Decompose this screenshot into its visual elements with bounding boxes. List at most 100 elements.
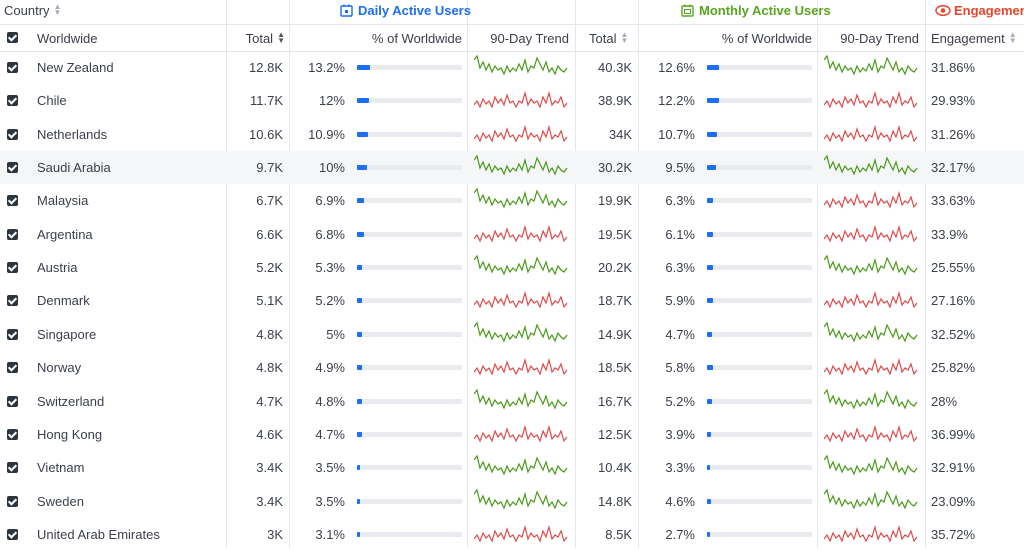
dau-trend-sparkline: [474, 321, 568, 343]
engagement-value: 25.82%: [931, 360, 976, 375]
mau-total-sort-header[interactable]: Total ▲ ▼: [589, 25, 628, 51]
mau-pct-bar: [707, 399, 812, 404]
row-checkbox[interactable]: [7, 462, 18, 473]
table-row[interactable]: Austria 5.2K 5.3% 20.2K 6.3% 25.55%: [0, 251, 1024, 284]
total-label: Total: [245, 30, 274, 46]
table-row[interactable]: Switzerland 4.7K 4.8% 16.7K 5.2% 28%: [0, 385, 1024, 418]
row-checkbox[interactable]: [7, 195, 18, 206]
engagement-value: 29.93%: [931, 93, 976, 108]
dau-pct-bar-fill: [357, 298, 362, 303]
engagement-value: 31.86%: [931, 60, 976, 75]
table-row[interactable]: Denmark 5.1K 5.2% 18.7K 5.9% 27.16%: [0, 284, 1024, 317]
divider: [575, 0, 576, 548]
monthly-active-users-group: Monthly Active Users: [681, 0, 831, 20]
mau-pct-bar-fill: [707, 499, 711, 504]
mau-pct-bar: [707, 132, 812, 137]
divider: [817, 0, 818, 548]
country-name: Norway: [37, 360, 82, 375]
dau-total-sort-header[interactable]: Total ▲ ▼: [226, 25, 285, 51]
mau-total: 20.2K: [598, 260, 632, 275]
dau-pct-bar: [357, 98, 462, 103]
engagement-value: 32.52%: [931, 327, 976, 342]
table-row[interactable]: New Zealand 12.8K 13.2% 40.3K 12.6% 31.8…: [0, 51, 1024, 84]
table-row[interactable]: Singapore 4.8K 5% 14.9K 4.7% 32.52%: [0, 318, 1024, 351]
mau-pct: 10.7%: [658, 127, 695, 142]
mau-pct-bar: [707, 265, 812, 270]
row-checkbox[interactable]: [7, 129, 18, 140]
dau-trend-sparkline: [474, 488, 568, 510]
table-row[interactable]: Chile 11.7K 12% 38.9K 12.2% 29.93%: [0, 84, 1024, 117]
dau-total: 3K: [267, 527, 283, 542]
mau-trend-sparkline: [824, 124, 918, 143]
mau-pct-bar: [707, 465, 812, 470]
row-checkbox[interactable]: [7, 262, 18, 273]
row-checkbox[interactable]: [7, 396, 18, 407]
table-row[interactable]: Sweden 3.4K 3.5% 14.8K 4.6% 23.09%: [0, 485, 1024, 518]
engagement-sort-header[interactable]: Engagement ▲ ▼: [931, 25, 1017, 51]
mau-trend-sparkline: [824, 357, 918, 376]
dau-pct-bar: [357, 332, 462, 337]
table-row[interactable]: Vietnam 3.4K 3.5% 10.4K 3.3% 32.91%: [0, 451, 1024, 484]
mau-pct-bar: [707, 432, 812, 437]
mau-trend-sparkline: [824, 254, 918, 276]
table-row[interactable]: Norway 4.8K 4.9% 18.5K 5.8% 25.82%: [0, 351, 1024, 384]
dau-pct-bar-fill: [357, 532, 360, 537]
row-checkbox[interactable]: [7, 362, 18, 373]
engagement-value: 36.99%: [931, 427, 976, 442]
engagement-value: 33.9%: [931, 227, 968, 242]
mau-total: 14.9K: [598, 327, 632, 342]
mau-pct: 4.6%: [665, 494, 695, 509]
dau-trend-sparkline: [474, 187, 568, 209]
dau-pct-bar: [357, 65, 462, 70]
dau-total: 5.2K: [256, 260, 283, 275]
divider: [289, 0, 290, 548]
dau-pct-bar-fill: [357, 265, 362, 270]
dau-pct-bar-fill: [357, 465, 360, 470]
table-row[interactable]: United Arab Emirates 3K 3.1% 8.5K 2.7% 3…: [0, 518, 1024, 551]
dau-pct-bar-fill: [357, 432, 362, 437]
dau-total: 4.8K: [256, 327, 283, 342]
row-checkbox[interactable]: [7, 529, 18, 540]
row-checkbox[interactable]: [7, 95, 18, 106]
dau-pct-bar: [357, 465, 462, 470]
mau-pct-bar-fill: [707, 232, 713, 237]
row-checkbox[interactable]: [7, 162, 18, 173]
dau-pct: 6.8%: [315, 227, 345, 242]
mau-pct-bar: [707, 65, 812, 70]
select-all-checkbox[interactable]: [7, 32, 18, 43]
table-row[interactable]: Saudi Arabia 9.7K 10% 30.2K 9.5% 32.17%: [0, 151, 1024, 184]
mau-total: 14.8K: [598, 494, 632, 509]
dau-pct-bar-fill: [357, 98, 369, 103]
table-row[interactable]: Hong Kong 4.6K 4.7% 12.5K 3.9% 36.99%: [0, 418, 1024, 451]
mau-pct-bar: [707, 298, 812, 303]
table-row[interactable]: Netherlands 10.6K 10.9% 34K 10.7% 31.26%: [0, 118, 1024, 151]
table-row[interactable]: Malaysia 6.7K 6.9% 19.9K 6.3% 33.63%: [0, 184, 1024, 217]
mau-pct-bar: [707, 232, 812, 237]
mau-total: 34K: [608, 127, 632, 142]
engagement-value: 25.55%: [931, 260, 976, 275]
mau-pct: 5.9%: [665, 293, 695, 308]
dau-trend-sparkline: [474, 254, 568, 276]
row-checkbox[interactable]: [7, 229, 18, 240]
country-sort-header[interactable]: Country ▲ ▼: [4, 0, 61, 20]
mau-pct-bar: [707, 198, 812, 203]
row-checkbox[interactable]: [7, 62, 18, 73]
engagement-value: 32.91%: [931, 460, 976, 475]
country-name: Hong Kong: [37, 427, 103, 442]
row-checkbox[interactable]: [7, 295, 18, 306]
dau-total: 11.7K: [249, 93, 283, 108]
dau-pct-bar: [357, 432, 462, 437]
country-name: Denmark: [37, 293, 90, 308]
dau-trend-sparkline: [474, 90, 568, 109]
dau-trend-sparkline: [474, 124, 568, 143]
row-checkbox[interactable]: [7, 429, 18, 440]
dau-pct: 5.2%: [315, 293, 345, 308]
table-row[interactable]: Argentina 6.6K 6.8% 19.5K 6.1% 33.9%: [0, 218, 1024, 251]
row-checkbox[interactable]: [7, 496, 18, 507]
dau-pct-bar: [357, 298, 462, 303]
dau-pct-bar: [357, 399, 462, 404]
dau-pct: 5%: [326, 327, 345, 342]
dau-pct: 3.5%: [315, 494, 345, 509]
dau-total: 12.8K: [249, 60, 283, 75]
row-checkbox[interactable]: [7, 329, 18, 340]
